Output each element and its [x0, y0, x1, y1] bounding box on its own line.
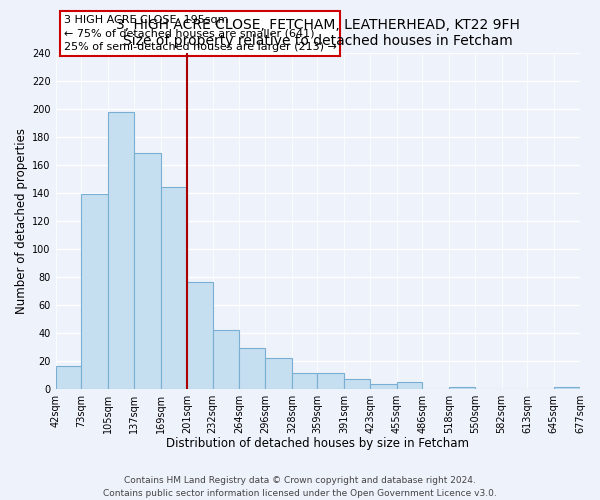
- Bar: [554, 387, 580, 388]
- Bar: [397, 382, 422, 388]
- Bar: [81, 194, 107, 388]
- Text: 3 HIGH ACRE CLOSE: 195sqm
← 75% of detached houses are smaller (641)
25% of semi: 3 HIGH ACRE CLOSE: 195sqm ← 75% of detac…: [64, 15, 337, 52]
- Text: Contains HM Land Registry data © Crown copyright and database right 2024.
Contai: Contains HM Land Registry data © Crown c…: [103, 476, 497, 498]
- Bar: [449, 387, 475, 388]
- Bar: [344, 379, 370, 388]
- X-axis label: Distribution of detached houses by size in Fetcham: Distribution of detached houses by size …: [166, 437, 469, 450]
- Bar: [265, 358, 292, 388]
- Bar: [212, 330, 239, 388]
- Bar: [134, 152, 161, 388]
- Y-axis label: Number of detached properties: Number of detached properties: [15, 128, 28, 314]
- Bar: [161, 188, 187, 388]
- Title: 3, HIGH ACRE CLOSE, FETCHAM, LEATHERHEAD, KT22 9FH
Size of property relative to : 3, HIGH ACRE CLOSE, FETCHAM, LEATHERHEAD…: [116, 18, 520, 48]
- Bar: [107, 112, 134, 388]
- Bar: [239, 348, 265, 389]
- Bar: [187, 282, 212, 389]
- Bar: [292, 373, 317, 388]
- Bar: [370, 384, 397, 388]
- Bar: [56, 366, 81, 388]
- Bar: [317, 373, 344, 388]
